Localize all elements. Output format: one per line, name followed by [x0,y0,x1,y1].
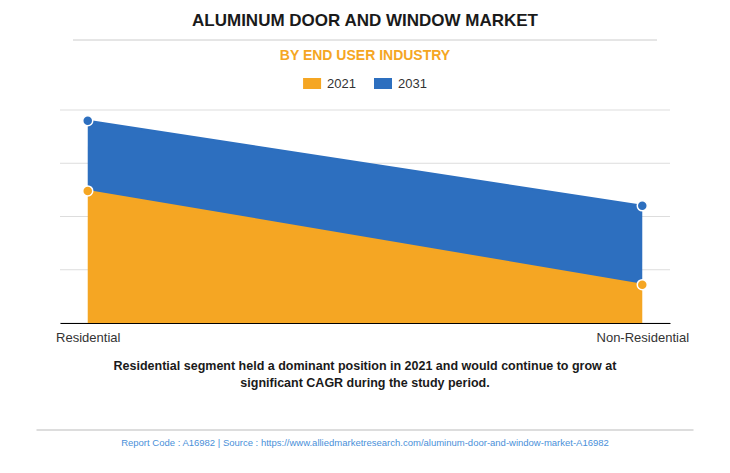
line [88,191,643,285]
x-tick: Residential [56,330,120,345]
marker [637,201,647,211]
footer: Report Code : A16982 | Source : https://… [121,437,609,448]
legend-item: 2021 [303,76,356,91]
title-rule [73,40,657,41]
footer-rule [37,430,694,431]
marker [83,116,93,126]
legend-label: 2031 [398,76,427,91]
legend: 2021 2031 [303,76,427,91]
annotation: Residential segment held a dominant posi… [114,359,618,390]
area [88,121,643,285]
x-tick: Non-Residential [597,330,690,345]
x-tick-label: Non-Residential [597,330,690,345]
legend-swatch [374,78,392,89]
title: ALUMINUM DOOR AND WINDOW MARKET [192,11,539,30]
legend-item: 2031 [374,76,427,91]
chart: ALUMINUM DOOR AND WINDOW MARKET BY END US… [0,0,730,473]
x-axis-line [61,323,671,324]
marker [637,280,647,290]
annotation-line: Residential segment held a dominant posi… [114,359,618,373]
marker [83,186,93,196]
x-axis: Residential Non-Residential [56,324,689,346]
legend-label: 2021 [327,76,356,91]
annotation-line: significant CAGR during the study period… [240,376,489,390]
marks [83,116,648,323]
plot: Residential Non-Residential [56,110,689,345]
legend-swatch [303,78,321,89]
line [88,121,643,206]
x-tick-label: Residential [56,330,120,345]
grid-line [60,110,670,111]
subtitle: BY END USER INDUSTRY [280,47,451,63]
grid [60,110,670,323]
